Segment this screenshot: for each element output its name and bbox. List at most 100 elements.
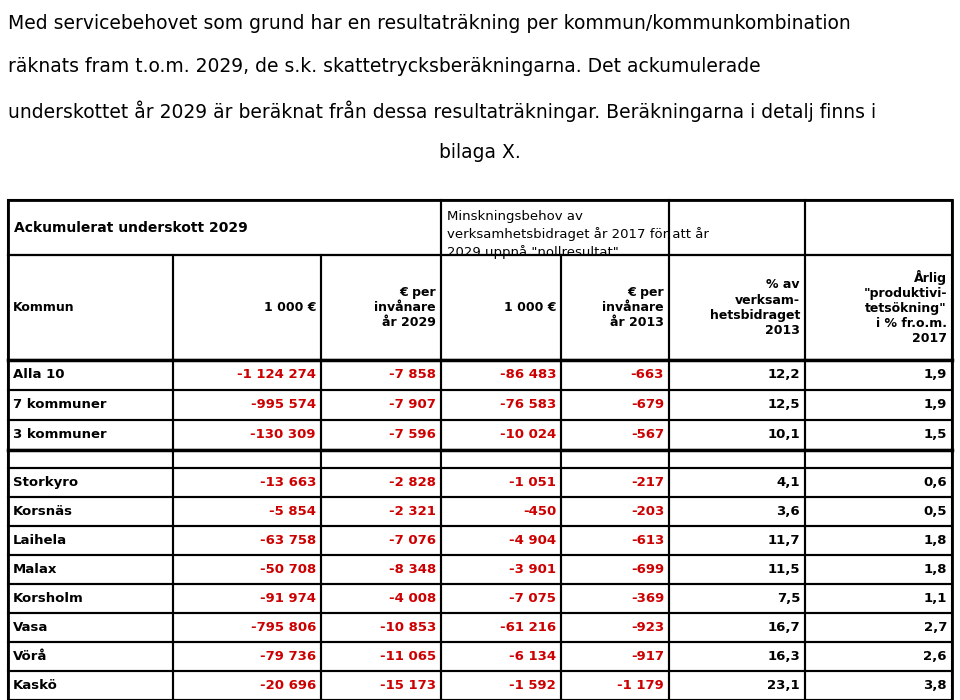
Text: 11,7: 11,7 [767,534,800,547]
Text: -7 076: -7 076 [389,534,436,547]
Bar [561,497,669,526]
Text: Minskningsbehov av
verksamhetsbidraget år 2017 för att år
2029 uppnå "nollresult: Minskningsbehov av verksamhetsbidraget å… [447,210,708,258]
Bar [173,255,321,360]
Bar [805,526,952,555]
Text: 3,6: 3,6 [777,505,800,518]
Bar [441,613,561,642]
Text: 3,8: 3,8 [924,679,947,692]
Bar [669,584,805,613]
Text: -76 583: -76 583 [500,398,556,412]
Bar [441,497,561,526]
Text: -20 696: -20 696 [260,679,316,692]
Text: 3 kommuner: 3 kommuner [13,428,107,442]
Text: Vörå: Vörå [13,650,47,663]
Text: -7 596: -7 596 [389,428,436,442]
Bar [8,642,173,671]
Bar [441,671,561,700]
Bar [8,497,173,526]
Bar [173,584,321,613]
Text: 23,1: 23,1 [767,679,800,692]
Bar [805,584,952,613]
Bar [561,555,669,584]
Bar [561,420,669,450]
Bar [805,200,952,255]
Bar [805,642,952,671]
Bar [441,526,561,555]
Text: % av
verksam-
hetsbidraget
2013: % av verksam- hetsbidraget 2013 [709,279,800,337]
Bar [321,526,441,555]
Text: Storkyro: Storkyro [13,476,78,489]
Text: -679: -679 [631,398,664,412]
Bar [441,390,561,420]
Bar [173,555,321,584]
Text: underskottet år 2029 är beräknat från dessa resultaträkningar. Beräkningarna i d: underskottet år 2029 är beräknat från de… [8,100,876,122]
Text: 10,1: 10,1 [767,428,800,442]
Bar [805,671,952,700]
Text: -995 574: -995 574 [251,398,316,412]
Bar [321,613,441,642]
Text: -217: -217 [631,476,664,489]
Bar [669,642,805,671]
Bar [669,255,805,360]
Bar [561,613,669,642]
Text: -7 858: -7 858 [389,368,436,382]
Bar [669,390,805,420]
Bar [321,555,441,584]
Bar [669,200,805,255]
Text: 1,9: 1,9 [924,398,947,412]
Bar [321,360,441,390]
Bar [561,468,669,497]
Bar [173,526,321,555]
Text: 16,3: 16,3 [767,650,800,663]
Text: -203: -203 [631,505,664,518]
Bar [805,255,952,360]
Bar [669,613,805,642]
Text: Årlig
"produktivi-
tetsökning"
i % fr.o.m.
2017: Årlig "produktivi- tetsökning" i % fr.o.… [863,270,947,345]
Bar [669,450,805,468]
Text: 1,9: 1,9 [924,368,947,382]
Text: -10 024: -10 024 [500,428,556,442]
Bar [173,450,321,468]
Bar [441,200,669,255]
Bar [321,450,441,468]
Text: -50 708: -50 708 [260,563,316,576]
Bar [805,613,952,642]
Bar [441,255,561,360]
Bar [173,360,321,390]
Bar [669,360,805,390]
Bar [441,360,561,390]
Bar [805,390,952,420]
Bar [8,671,173,700]
Bar [805,497,952,526]
Bar [561,671,669,700]
Text: Laihela: Laihela [13,534,67,547]
Bar [441,555,561,584]
Text: € per
invånare
år 2029: € per invånare år 2029 [374,286,436,329]
Bar [173,497,321,526]
Text: Malax: Malax [13,563,58,576]
Bar [8,360,173,390]
Bar [8,450,173,468]
Text: Med servicebehovet som grund har en resultaträkning per kommun/kommunkombination: Med servicebehovet som grund har en resu… [8,14,851,33]
Bar [805,468,952,497]
Text: -15 173: -15 173 [380,679,436,692]
Text: -369: -369 [631,592,664,605]
Bar [561,642,669,671]
Text: 1,1: 1,1 [924,592,947,605]
Bar [561,526,669,555]
Text: bilaga X.: bilaga X. [439,143,521,162]
Bar [173,642,321,671]
Text: 12,2: 12,2 [767,368,800,382]
Text: Korsholm: Korsholm [13,592,84,605]
Text: 1,8: 1,8 [924,534,947,547]
Text: 4,1: 4,1 [777,476,800,489]
Bar [173,468,321,497]
Text: -663: -663 [631,368,664,382]
Bar [805,420,952,450]
Bar [321,255,441,360]
Bar [669,420,805,450]
Bar [805,450,952,468]
Text: -10 853: -10 853 [380,621,436,634]
Text: € per
invånare
år 2013: € per invånare år 2013 [602,286,664,329]
Bar [441,450,561,468]
